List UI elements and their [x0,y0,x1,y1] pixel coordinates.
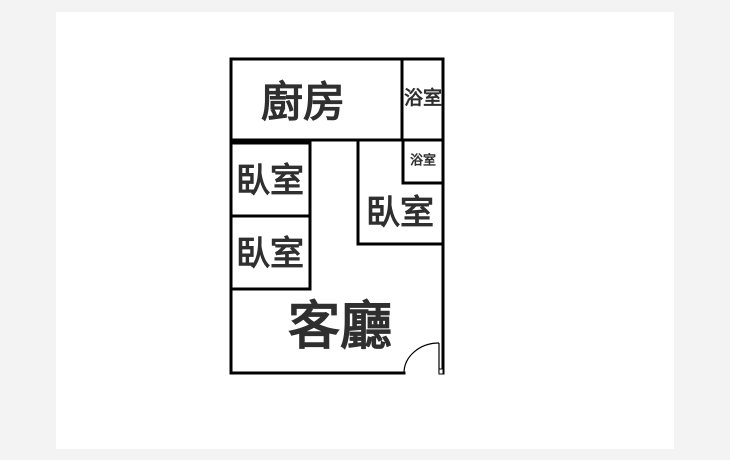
room-label-bedroom-1: 臥室 [236,161,304,201]
room-label-bedroom-2: 臥室 [236,234,304,274]
walls [229,57,445,375]
room-label-living-room: 客廳 [288,297,392,357]
door-swing [403,342,440,374]
room-label-bathroom-1: 浴室 [404,86,442,109]
room-label-bedroom-3: 臥室 [366,193,434,233]
plan-sheet [56,12,674,449]
door-jamb [438,368,444,375]
room-label-bathroom-2: 浴室 [410,153,436,169]
entrance-door [403,342,444,375]
room-label-kitchen: 廚房 [261,78,345,127]
